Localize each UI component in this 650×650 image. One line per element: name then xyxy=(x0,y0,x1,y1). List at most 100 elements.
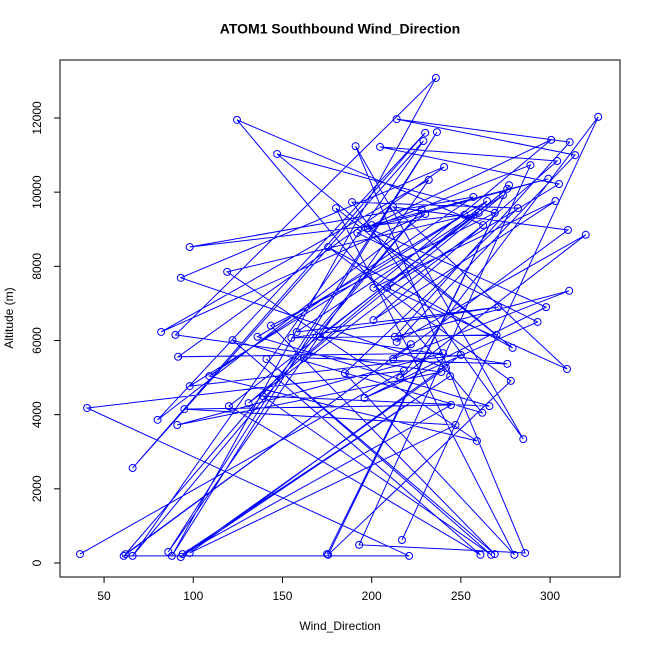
point xyxy=(376,142,385,151)
point xyxy=(232,115,241,124)
point xyxy=(167,551,176,560)
point xyxy=(498,191,507,200)
point xyxy=(331,204,340,213)
point xyxy=(299,353,308,362)
point xyxy=(353,228,362,237)
point xyxy=(553,157,562,166)
point xyxy=(396,373,405,382)
x-tick-label: 300 xyxy=(540,589,560,603)
point xyxy=(287,333,296,342)
point xyxy=(451,421,460,430)
point xyxy=(565,138,574,147)
point xyxy=(469,192,478,201)
point xyxy=(510,550,519,559)
point xyxy=(521,548,530,557)
point xyxy=(479,221,488,230)
point xyxy=(253,332,262,341)
x-axis-label: Wind_Direction xyxy=(299,619,380,633)
point xyxy=(437,368,446,377)
y-tick-label: 4000 xyxy=(30,401,44,428)
point xyxy=(157,327,166,336)
point xyxy=(526,161,535,170)
point xyxy=(392,115,401,124)
point xyxy=(446,372,455,381)
point xyxy=(456,350,465,359)
point xyxy=(421,210,430,219)
point xyxy=(563,225,572,234)
point xyxy=(447,401,456,410)
y-tick-label: 8000 xyxy=(30,253,44,280)
point xyxy=(119,551,128,560)
y-tick-label: 0 xyxy=(30,559,44,566)
point xyxy=(405,551,414,560)
point xyxy=(348,198,357,207)
y-tick-label: 12000 xyxy=(30,101,44,135)
point xyxy=(442,363,451,372)
point xyxy=(503,359,512,368)
point xyxy=(121,550,130,559)
y-tick-label: 10000 xyxy=(30,175,44,209)
point xyxy=(273,149,282,158)
point xyxy=(554,180,563,189)
point xyxy=(292,327,301,336)
point xyxy=(244,399,253,408)
point xyxy=(153,415,162,424)
point xyxy=(505,181,514,190)
point xyxy=(351,142,360,151)
x-tick-label: 250 xyxy=(451,589,471,603)
point xyxy=(324,550,333,559)
point xyxy=(506,376,515,385)
point xyxy=(483,197,492,206)
point xyxy=(389,202,398,211)
point xyxy=(315,332,324,341)
point xyxy=(392,337,401,346)
point xyxy=(185,382,194,391)
point xyxy=(397,535,406,544)
point xyxy=(563,365,572,374)
x-tick-label: 150 xyxy=(272,589,292,603)
point xyxy=(323,550,332,559)
point xyxy=(519,435,528,444)
point xyxy=(439,349,448,358)
point xyxy=(205,372,214,381)
y-tick-label: 2000 xyxy=(30,475,44,502)
point xyxy=(581,230,590,239)
point xyxy=(185,548,194,557)
point xyxy=(369,283,378,292)
point xyxy=(533,317,542,326)
point xyxy=(223,267,232,276)
point xyxy=(460,210,469,219)
point xyxy=(487,550,496,559)
point xyxy=(399,366,408,375)
point xyxy=(266,321,275,330)
plot-frame xyxy=(59,59,621,578)
point xyxy=(508,343,517,352)
point xyxy=(340,369,349,378)
x-tick-label: 50 xyxy=(97,589,111,603)
point xyxy=(228,336,237,345)
point xyxy=(432,128,441,137)
point xyxy=(494,303,503,312)
y-axis-label: Altitude (m) xyxy=(2,287,16,348)
point xyxy=(173,421,182,430)
point xyxy=(128,551,137,560)
point xyxy=(174,352,183,361)
point xyxy=(440,162,449,171)
point xyxy=(419,136,428,145)
point xyxy=(262,355,271,364)
point xyxy=(367,221,376,230)
x-tick-label: 100 xyxy=(183,589,203,603)
point xyxy=(565,286,574,295)
point xyxy=(571,151,580,160)
point xyxy=(424,175,433,184)
point xyxy=(542,303,551,312)
point xyxy=(478,408,487,417)
point xyxy=(324,243,333,252)
point xyxy=(490,550,499,559)
point xyxy=(389,355,398,364)
point xyxy=(544,174,553,183)
point xyxy=(224,402,233,411)
point xyxy=(547,135,556,144)
point xyxy=(406,340,415,349)
